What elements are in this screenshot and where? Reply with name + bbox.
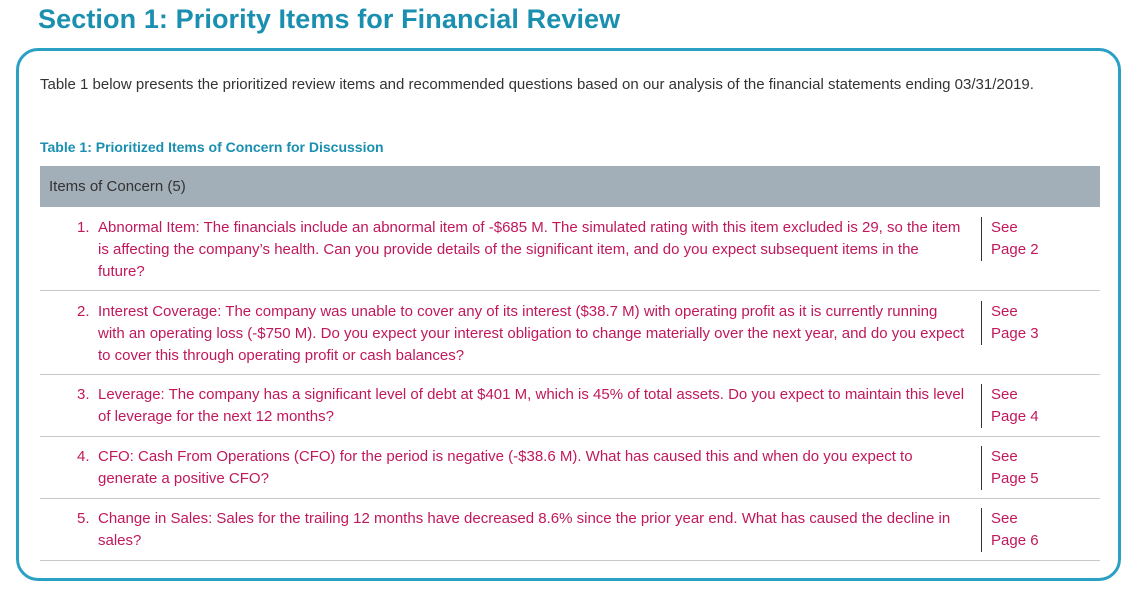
page-reference-see: See xyxy=(991,448,1018,465)
concern-item: 2. Interest Coverage: The company was un… xyxy=(40,291,1100,375)
intro-paragraph: Table 1 below presents the prioritized r… xyxy=(40,76,1034,93)
item-text: Change in Sales: Sales for the trailing … xyxy=(98,510,951,549)
item-number: 3. xyxy=(77,386,90,403)
page-reference[interactable]: See Page 3 xyxy=(981,301,1051,345)
table-caption: Table 1: Prioritized Items of Concern fo… xyxy=(40,139,384,155)
item-text: Interest Coverage: The company was unabl… xyxy=(98,303,965,364)
page-reference-see: See xyxy=(991,219,1018,236)
page-reference[interactable]: See Page 2 xyxy=(981,217,1051,261)
page-reference[interactable]: See Page 5 xyxy=(981,446,1051,490)
item-number: 2. xyxy=(77,303,90,320)
page-reference-page: Page 5 xyxy=(991,470,1039,487)
concern-item: 5. Change in Sales: Sales for the traili… xyxy=(40,499,1100,561)
page-reference-see: See xyxy=(991,510,1018,527)
item-text: CFO: Cash From Operations (CFO) for the … xyxy=(98,448,913,487)
content-panel xyxy=(16,48,1121,581)
concern-item: 1. Abnormal Item: The financials include… xyxy=(40,207,1100,291)
section-title: Section 1: Priority Items for Financial … xyxy=(38,4,621,34)
concern-list: 1. Abnormal Item: The financials include… xyxy=(40,207,1100,561)
page-reference-page: Page 3 xyxy=(991,325,1039,342)
page-reference-page: Page 4 xyxy=(991,408,1039,425)
page-reference-see: See xyxy=(991,386,1018,403)
concern-item: 3. Leverage: The company has a significa… xyxy=(40,375,1100,437)
item-number: 1. xyxy=(77,219,90,236)
page-reference[interactable]: See Page 4 xyxy=(981,384,1051,428)
page-reference[interactable]: See Page 6 xyxy=(981,508,1051,552)
table-header: Items of Concern (5) xyxy=(40,166,1100,207)
item-number: 5. xyxy=(77,510,90,527)
item-text: Leverage: The company has a significant … xyxy=(98,386,965,425)
page-reference-page: Page 2 xyxy=(991,241,1039,258)
item-text: Abnormal Item: The financials include an… xyxy=(98,219,961,280)
page-reference-page: Page 6 xyxy=(991,532,1039,549)
page-reference-see: See xyxy=(991,303,1018,320)
item-number: 4. xyxy=(77,448,90,465)
concern-item: 4. CFO: Cash From Operations (CFO) for t… xyxy=(40,437,1100,499)
